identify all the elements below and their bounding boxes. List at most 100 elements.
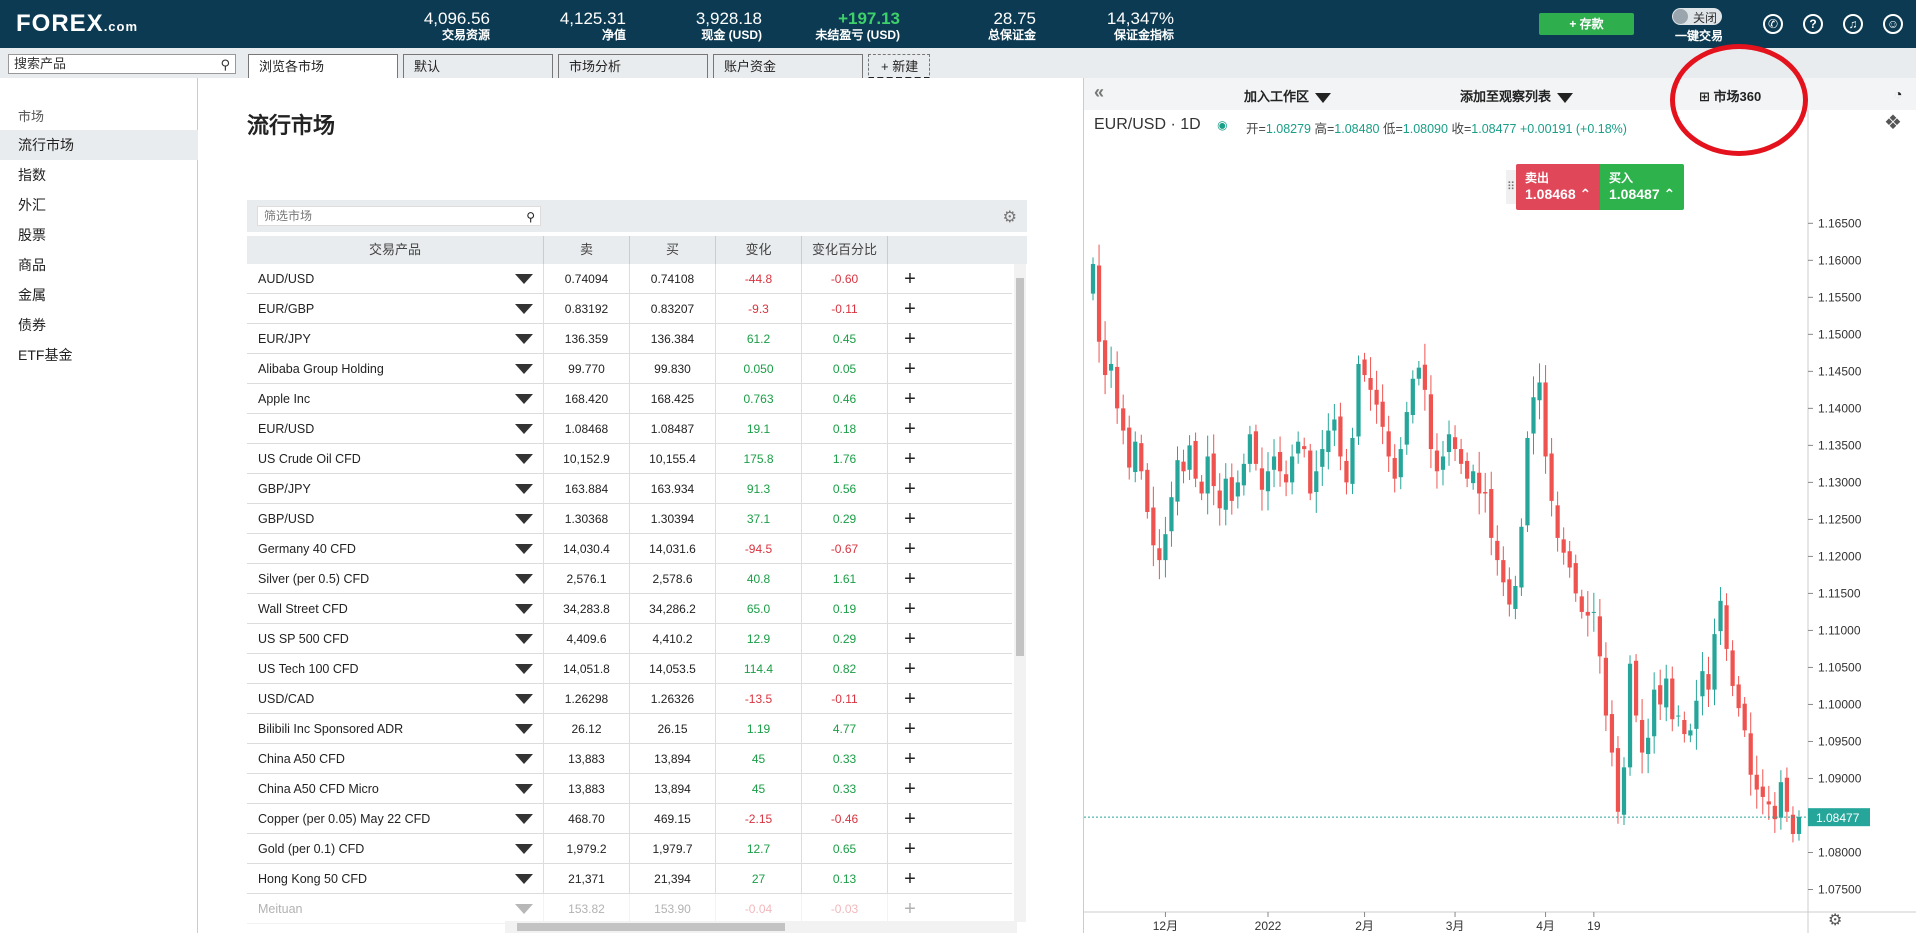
dropdown-caret-icon[interactable] <box>515 874 533 884</box>
alert-icon[interactable]: ◔ <box>1894 86 1903 102</box>
table-row[interactable]: Apple Inc 168.420 168.425 0.763 0.46 + <box>247 384 1012 414</box>
one-click-toggle[interactable]: 关闭 <box>1672 8 1722 25</box>
dropdown-caret-icon[interactable] <box>515 544 533 554</box>
dropdown-caret-icon[interactable] <box>515 574 533 584</box>
table-row[interactable]: Copper (per 0.05) May 22 CFD 468.70 469.15… <box>247 804 1012 834</box>
table-row[interactable]: China A50 CFD Micro 13,883 13,894 45 0.33 + <box>247 774 1012 804</box>
add-workspace-dropdown[interactable]: 加入工作区 <box>1244 86 1332 105</box>
add-to-watchlist-icon[interactable]: + <box>904 808 916 830</box>
sidebar-item-popular[interactable]: 流行市场 <box>0 130 198 160</box>
table-row[interactable]: GBP/JPY 163.884 163.934 91.3 0.56 + <box>247 474 1012 504</box>
gear-icon[interactable]: ⚙ <box>1002 209 1017 226</box>
column-header-change-pct[interactable]: 变化百分比 <box>802 236 888 264</box>
buy-button[interactable]: 买入 1.08487 ⌃ <box>1600 164 1684 210</box>
add-to-watchlist-icon[interactable]: + <box>904 598 916 620</box>
dropdown-caret-icon[interactable] <box>515 904 533 914</box>
sidebar-item-forex[interactable]: 外汇 <box>18 197 46 213</box>
table-row[interactable]: US SP 500 CFD 4,409.6 4,410.2 12.9 0.29 + <box>247 624 1012 654</box>
tab-account-funds[interactable]: 账户资金 <box>713 54 863 80</box>
sidebar-item-stocks[interactable]: 股票 <box>18 227 46 243</box>
dropdown-caret-icon[interactable] <box>515 304 533 314</box>
dropdown-caret-icon[interactable] <box>515 694 533 704</box>
dropdown-caret-icon[interactable] <box>515 334 533 344</box>
table-row[interactable]: Gold (per 0.1) CFD 1,979.2 1,979.7 12.7 0.65… <box>247 834 1012 864</box>
add-to-watchlist-icon[interactable]: + <box>904 298 916 320</box>
dropdown-caret-icon[interactable] <box>515 274 533 284</box>
add-to-watchlist-icon[interactable]: + <box>904 448 916 470</box>
add-to-watchlist-icon[interactable]: + <box>904 778 916 800</box>
add-to-watchlist-icon[interactable]: + <box>904 478 916 500</box>
column-header-instrument[interactable]: 交易产品 <box>247 236 544 264</box>
tab-browse-markets[interactable]: 浏览各市场 <box>248 54 398 80</box>
sidebar-item-metals[interactable]: 金属 <box>18 287 46 303</box>
add-to-watchlist-icon[interactable]: + <box>904 838 916 860</box>
table-row[interactable]: EUR/USD 1.08468 1.08487 19.1 0.18 + <box>247 414 1012 444</box>
table-row[interactable]: US Tech 100 CFD 14,051.8 14,053.5 114.4 0.82… <box>247 654 1012 684</box>
add-to-watchlist-icon[interactable]: + <box>904 868 916 890</box>
dropdown-caret-icon[interactable] <box>515 634 533 644</box>
dropdown-caret-icon[interactable] <box>515 424 533 434</box>
forex-logo[interactable]: FOREX.com <box>16 10 139 37</box>
sell-button[interactable]: 卖出 1.08468 ⌃ <box>1516 164 1600 210</box>
add-to-watchlist-icon[interactable]: + <box>904 718 916 740</box>
add-to-watchlist-icon[interactable]: + <box>904 658 916 680</box>
table-row[interactable]: China A50 CFD 13,883 13,894 45 0.33 + <box>247 744 1012 774</box>
help-icon[interactable]: ? <box>1803 14 1823 34</box>
table-row[interactable]: Silver (per 0.5) CFD 2,576.1 2,578.6 40.8 1.… <box>247 564 1012 594</box>
settings-icon[interactable]: ⚙ <box>1828 912 1843 929</box>
table-row[interactable]: Wall Street CFD 34,283.8 34,286.2 65.0 0.19 + <box>247 594 1012 624</box>
table-row[interactable]: US Crude Oil CFD 10,152.9 10,155.4 175.8 1.7… <box>247 444 1012 474</box>
dropdown-caret-icon[interactable] <box>515 484 533 494</box>
phone-icon[interactable]: ✆ <box>1763 14 1783 34</box>
sidebar-item-etf[interactable]: ETF基金 <box>18 347 73 363</box>
table-row[interactable]: Bilibili Inc Sponsored ADR 26.12 26.15 1.19… <box>247 714 1012 744</box>
sidebar-item-indices[interactable]: 指数 <box>18 167 46 183</box>
dropdown-caret-icon[interactable] <box>515 394 533 404</box>
table-row[interactable]: Hong Kong 50 CFD 21,371 21,394 27 0.13 + <box>247 864 1012 894</box>
dropdown-caret-icon[interactable] <box>515 754 533 764</box>
scroll-thumb[interactable] <box>517 923 785 931</box>
dropdown-caret-icon[interactable] <box>515 814 533 824</box>
table-row[interactable]: EUR/GBP 0.83192 0.83207 -9.3 -0.11 + <box>247 294 1012 324</box>
add-to-watchlist-icon[interactable]: + <box>904 898 916 920</box>
add-to-watchlist-icon[interactable]: + <box>904 268 916 290</box>
product-search-input[interactable]: 搜索产品 ⚲ <box>8 54 236 74</box>
account-icon[interactable]: ☺ <box>1883 14 1903 34</box>
table-row[interactable]: Germany 40 CFD 14,030.4 14,031.6 -94.5 -0.67… <box>247 534 1012 564</box>
table-row[interactable]: EUR/JPY 136.359 136.384 61.2 0.45 + <box>247 324 1012 354</box>
notification-icon[interactable]: ♫ <box>1843 14 1863 34</box>
sidebar-item-bonds[interactable]: 债券 <box>18 317 46 333</box>
add-to-watchlist-icon[interactable]: + <box>904 358 916 380</box>
add-to-watchlist-icon[interactable]: + <box>904 538 916 560</box>
scroll-thumb[interactable] <box>1016 278 1024 656</box>
add-watchlist-dropdown[interactable]: 添加至观察列表 <box>1460 86 1574 105</box>
search-icon[interactable]: ⚲ <box>526 210 535 224</box>
tab-new[interactable]: + 新建 <box>868 54 930 80</box>
deposit-button[interactable]: + 存款 <box>1539 13 1634 35</box>
layers-icon[interactable]: ❖ <box>1884 112 1902 134</box>
add-to-watchlist-icon[interactable]: + <box>904 748 916 770</box>
search-icon[interactable]: ⚲ <box>220 57 230 72</box>
vertical-scrollbar[interactable] <box>1014 264 1026 922</box>
column-header-change[interactable]: 变化 <box>716 236 802 264</box>
column-header-sell[interactable]: 卖 <box>544 236 630 264</box>
drag-handle-icon[interactable]: ⠿ <box>1506 170 1516 204</box>
dropdown-caret-icon[interactable] <box>515 844 533 854</box>
add-to-watchlist-icon[interactable]: + <box>904 508 916 530</box>
add-to-watchlist-icon[interactable]: + <box>904 388 916 410</box>
add-to-watchlist-icon[interactable]: + <box>904 418 916 440</box>
dropdown-caret-icon[interactable] <box>515 664 533 674</box>
dropdown-caret-icon[interactable] <box>515 364 533 374</box>
table-row[interactable]: USD/CAD 1.26298 1.26326 -13.5 -0.11 + <box>247 684 1012 714</box>
dropdown-caret-icon[interactable] <box>515 784 533 794</box>
table-row[interactable]: Meituan 153.82 153.90 -0.04 -0.03 + <box>247 894 1012 924</box>
table-row[interactable]: Alibaba Group Holding 99.770 99.830 0.050 0.… <box>247 354 1012 384</box>
add-to-watchlist-icon[interactable]: + <box>904 688 916 710</box>
dropdown-caret-icon[interactable] <box>515 724 533 734</box>
tab-default[interactable]: 默认 <box>403 54 553 80</box>
collapse-icon[interactable]: « <box>1094 82 1105 102</box>
filter-markets-input[interactable]: 筛选市场 ⚲ <box>257 206 541 226</box>
add-to-watchlist-icon[interactable]: + <box>904 328 916 350</box>
add-to-watchlist-icon[interactable]: + <box>904 568 916 590</box>
dropdown-caret-icon[interactable] <box>515 604 533 614</box>
